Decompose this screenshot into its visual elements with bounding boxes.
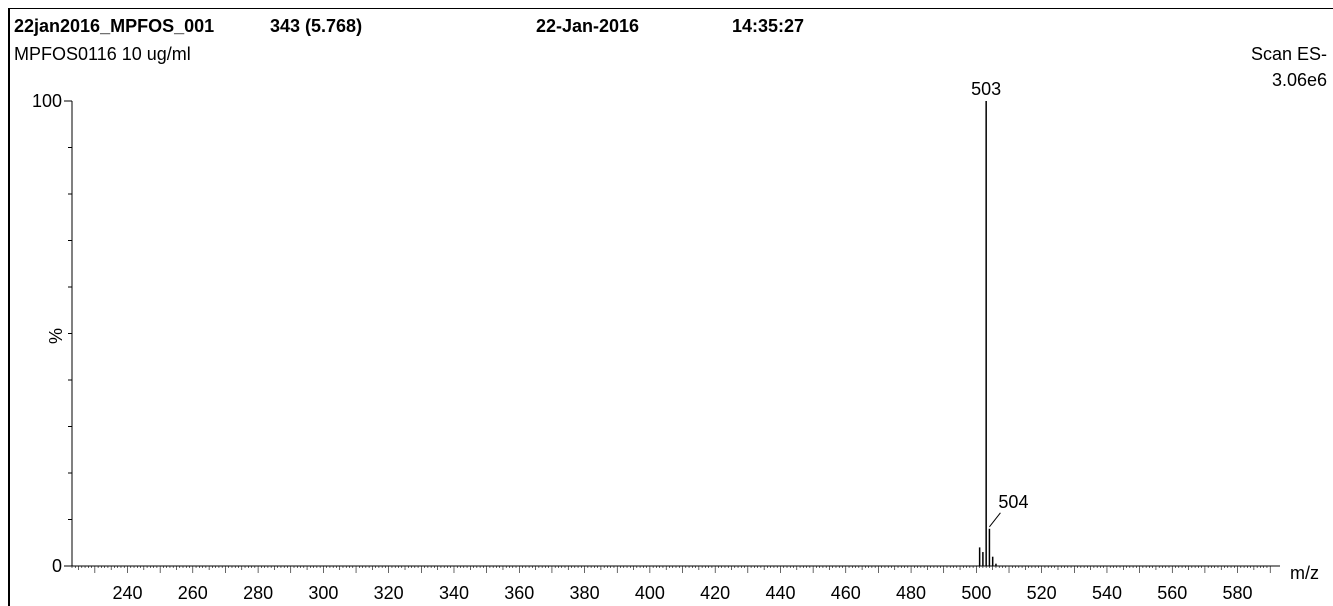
scan-mode: Scan ES- <box>1250 44 1327 64</box>
scan-info: 343 (5.768) <box>270 16 363 36</box>
x-tick-label: 560 <box>1157 583 1187 603</box>
x-tick-label: 420 <box>700 583 730 603</box>
spectrum-frame <box>8 8 1333 606</box>
max-intensity: 3.06e6 <box>1271 70 1327 90</box>
x-axis-label: m/z <box>1290 563 1319 583</box>
peak-label: 503 <box>971 79 1001 99</box>
x-tick-label: 520 <box>1027 583 1057 603</box>
x-tick-label: 380 <box>570 583 600 603</box>
y-tick-label: 100 <box>32 91 62 111</box>
x-tick-label: 280 <box>243 583 273 603</box>
y-tick-label: 0 <box>52 556 62 576</box>
x-tick-label: 320 <box>374 583 404 603</box>
acquisition-time: 14:35:27 <box>732 16 805 36</box>
x-tick-label: 260 <box>178 583 208 603</box>
acquisition-date: 22-Jan-2016 <box>536 16 640 36</box>
x-tick-label: 580 <box>1223 583 1253 603</box>
x-tick-label: 340 <box>439 583 469 603</box>
sample-id: 22jan2016_MPFOS_001 <box>14 16 215 36</box>
x-tick-label: 440 <box>765 583 795 603</box>
x-tick-label: 240 <box>112 583 142 603</box>
sample-description: MPFOS0116 10 ug/ml <box>14 44 191 64</box>
x-tick-label: 460 <box>831 583 861 603</box>
x-tick-label: 480 <box>896 583 926 603</box>
x-tick-label: 300 <box>308 583 338 603</box>
peak-leader-line <box>989 512 1001 528</box>
x-tick-label: 540 <box>1092 583 1122 603</box>
x-tick-label: 400 <box>635 583 665 603</box>
x-tick-label: 500 <box>961 583 991 603</box>
x-tick-label: 360 <box>504 583 534 603</box>
peak-label: 504 <box>998 492 1028 512</box>
y-axis-label: % <box>46 328 66 344</box>
